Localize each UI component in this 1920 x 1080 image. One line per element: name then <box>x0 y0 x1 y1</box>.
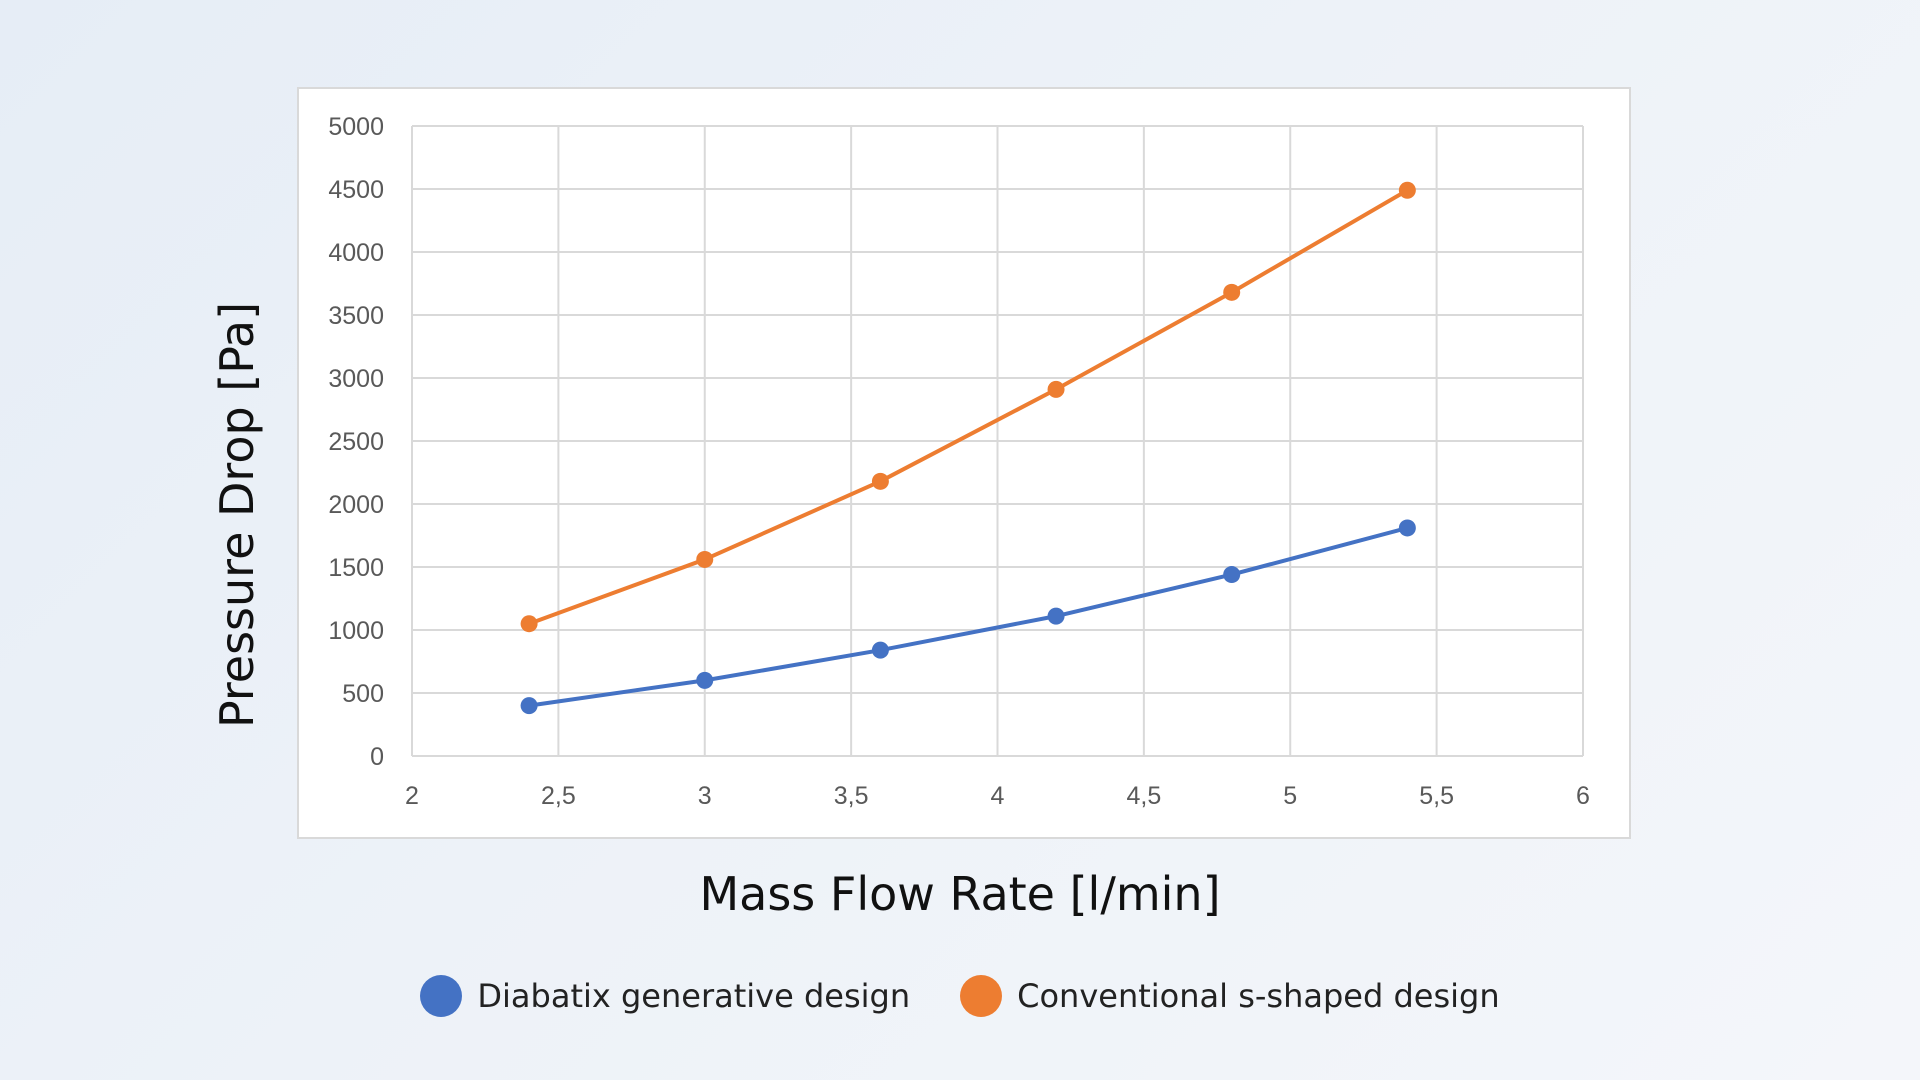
y-tick-label: 1500 <box>328 554 384 582</box>
legend-label-conventional: Conventional s-shaped design <box>1017 977 1500 1015</box>
y-tick-label: 5000 <box>328 113 384 141</box>
legend-marker-diabatix <box>420 975 463 1017</box>
series-line <box>527 525 1410 708</box>
x-axis-title: Mass Flow Rate [l/min] <box>699 867 1220 921</box>
legend: Diabatix generative design Conventional … <box>0 975 1920 1017</box>
x-tick-label: 3 <box>698 782 712 810</box>
legend-item-diabatix: Diabatix generative design <box>420 975 910 1017</box>
legend-item-conventional: Conventional s-shaped design <box>960 975 1500 1017</box>
y-tick-label: 4500 <box>328 176 384 204</box>
y-axis-title: Pressure Drop [Pa] <box>210 302 264 728</box>
plot-frame <box>297 87 1631 839</box>
x-axis-ticks: 2 2,5 3 3,5 4 4,5 5 5,5 6 <box>405 782 1590 810</box>
data-point <box>696 550 714 568</box>
data-point <box>1223 283 1241 301</box>
legend-marker-conventional <box>960 975 1003 1017</box>
y-tick-label: 4000 <box>328 239 384 267</box>
data-point <box>871 641 889 659</box>
data-point <box>871 472 889 490</box>
data-point <box>696 671 714 689</box>
x-tick-label: 4 <box>991 782 1005 810</box>
y-tick-label: 0 <box>370 743 384 771</box>
series-line <box>527 188 1410 626</box>
data-point <box>520 615 538 633</box>
data-point <box>1047 380 1065 398</box>
data-point <box>1223 566 1241 584</box>
y-axis-ticks: 0 500 1000 1500 2000 2500 3000 3500 4000 4500 5000 <box>328 113 384 771</box>
y-tick-label: 3000 <box>328 365 384 393</box>
data-point <box>1398 181 1416 199</box>
y-tick-label: 3500 <box>328 302 384 330</box>
x-tick-label: 2,5 <box>541 782 576 810</box>
series-group <box>520 181 1416 715</box>
x-tick-label: 6 <box>1576 782 1590 810</box>
y-tick-label: 2500 <box>328 428 384 456</box>
data-point <box>520 697 538 715</box>
data-point <box>1398 519 1416 537</box>
x-tick-label: 5 <box>1283 782 1297 810</box>
x-tick-label: 5,5 <box>1419 782 1454 810</box>
series-0 <box>520 519 1416 715</box>
y-tick-label: 500 <box>342 680 384 708</box>
data-point <box>1047 607 1065 625</box>
x-tick-label: 3,5 <box>834 782 869 810</box>
series-1 <box>520 181 1416 633</box>
x-tick-label: 4,5 <box>1126 782 1161 810</box>
legend-label-diabatix: Diabatix generative design <box>477 977 911 1015</box>
grid <box>411 125 1584 757</box>
y-tick-label: 2000 <box>328 491 384 519</box>
y-tick-label: 1000 <box>328 617 384 645</box>
x-tick-label: 2 <box>405 782 419 810</box>
